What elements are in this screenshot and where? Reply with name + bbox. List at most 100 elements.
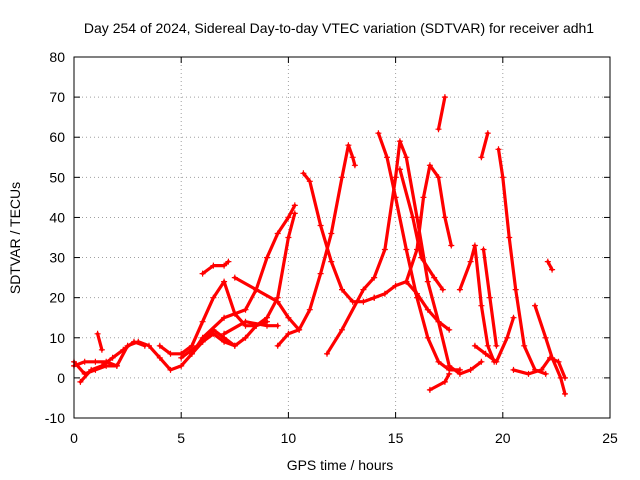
data-point-marker xyxy=(532,302,538,309)
series-arc-23 xyxy=(471,314,517,365)
data-point-marker xyxy=(495,146,502,153)
data-point-marker xyxy=(482,350,489,357)
series-trace xyxy=(372,280,451,332)
data-point-marker xyxy=(396,166,403,173)
data-point-marker xyxy=(300,170,307,177)
y-axis-label: SDTVAR / TECUs xyxy=(7,182,23,294)
y-tick-label: 10 xyxy=(49,330,65,346)
data-point-marker xyxy=(199,334,206,341)
data-point-marker xyxy=(120,346,127,353)
x-tick-label: 0 xyxy=(70,430,78,446)
data-series xyxy=(71,94,568,397)
x-tick-label: 20 xyxy=(495,430,511,446)
data-point-marker xyxy=(544,258,551,265)
data-point-marker xyxy=(306,178,313,185)
data-point-marker xyxy=(510,314,517,321)
data-point-marker xyxy=(92,358,99,365)
data-point-marker xyxy=(478,154,485,161)
data-point-marker xyxy=(542,370,549,377)
series-arc-14 xyxy=(375,130,463,373)
data-point-marker xyxy=(98,346,105,353)
x-tick-label: 15 xyxy=(388,430,404,446)
data-point-marker xyxy=(360,286,367,293)
y-tick-label: 80 xyxy=(49,49,65,65)
series-trace xyxy=(479,131,490,159)
x-axis-label: GPS time / hours xyxy=(287,457,394,473)
x-tick-label: 5 xyxy=(177,430,185,446)
data-point-marker xyxy=(557,374,564,381)
y-tick-label: -10 xyxy=(45,410,65,426)
data-point-marker xyxy=(478,302,485,309)
data-point-marker xyxy=(409,214,416,221)
data-point-marker xyxy=(424,306,431,313)
series-trace xyxy=(276,143,357,348)
y-tick-label: 20 xyxy=(49,290,65,306)
series-arc-22 xyxy=(480,246,500,349)
data-point-marker xyxy=(349,154,356,161)
data-point-marker xyxy=(221,278,228,285)
data-point-marker xyxy=(199,318,206,325)
data-point-marker xyxy=(88,366,95,373)
data-point-marker xyxy=(448,242,455,249)
data-point-marker xyxy=(446,326,453,333)
data-point-marker xyxy=(480,246,487,253)
data-point-marker xyxy=(506,234,513,241)
data-point-marker xyxy=(339,286,345,293)
data-point-marker xyxy=(264,254,270,261)
data-point-marker xyxy=(542,334,549,341)
grid-lines xyxy=(74,57,610,418)
data-point-marker xyxy=(131,338,137,345)
series-trace xyxy=(458,243,496,364)
data-point-marker xyxy=(538,366,545,373)
data-point-marker xyxy=(426,386,433,393)
data-point-marker xyxy=(328,230,335,237)
series-arc-17 xyxy=(396,166,446,293)
data-point-marker xyxy=(392,174,399,181)
data-point-marker xyxy=(493,342,500,349)
data-point-marker xyxy=(285,214,292,221)
series-arc-6 xyxy=(199,258,232,277)
series-arc-11 xyxy=(274,142,358,349)
data-point-marker xyxy=(384,154,390,161)
data-point-marker xyxy=(381,290,388,297)
series-arc-16 xyxy=(403,162,455,285)
series-arc-18 xyxy=(426,370,453,393)
series-trace xyxy=(222,320,280,336)
data-point-marker xyxy=(328,258,335,265)
data-point-marker xyxy=(221,314,228,321)
y-tick-label: 50 xyxy=(49,169,65,185)
data-point-marker xyxy=(375,130,382,137)
data-point-marker xyxy=(510,366,517,373)
series-arc-13 xyxy=(324,138,485,377)
data-point-marker xyxy=(549,266,556,273)
data-point-marker xyxy=(424,278,431,285)
data-point-marker xyxy=(242,318,249,325)
data-point-marker xyxy=(381,246,388,253)
data-point-marker xyxy=(484,342,491,349)
data-point-marker xyxy=(274,322,281,329)
data-point-marker xyxy=(324,350,330,357)
y-tick-label: 0 xyxy=(57,370,65,386)
data-point-marker xyxy=(351,162,358,169)
data-point-marker xyxy=(274,230,281,237)
data-point-marker xyxy=(167,366,174,373)
series-trace xyxy=(158,280,269,356)
data-point-marker xyxy=(339,174,345,181)
data-point-marker xyxy=(435,174,442,181)
data-point-marker xyxy=(435,126,442,133)
data-point-marker xyxy=(285,330,292,337)
data-point-marker xyxy=(486,294,493,301)
data-point-marker xyxy=(253,286,260,293)
y-tick-label: 30 xyxy=(49,250,65,266)
data-point-marker xyxy=(264,314,270,321)
data-point-marker xyxy=(403,154,410,161)
data-point-marker xyxy=(525,370,532,377)
series-arc-26 xyxy=(532,302,568,397)
data-point-marker xyxy=(549,354,556,361)
data-point-marker xyxy=(446,370,453,377)
data-point-marker xyxy=(221,330,228,337)
data-point-marker xyxy=(441,214,448,221)
series-trace xyxy=(546,260,554,272)
data-point-marker xyxy=(188,350,195,357)
data-point-marker xyxy=(471,242,478,249)
